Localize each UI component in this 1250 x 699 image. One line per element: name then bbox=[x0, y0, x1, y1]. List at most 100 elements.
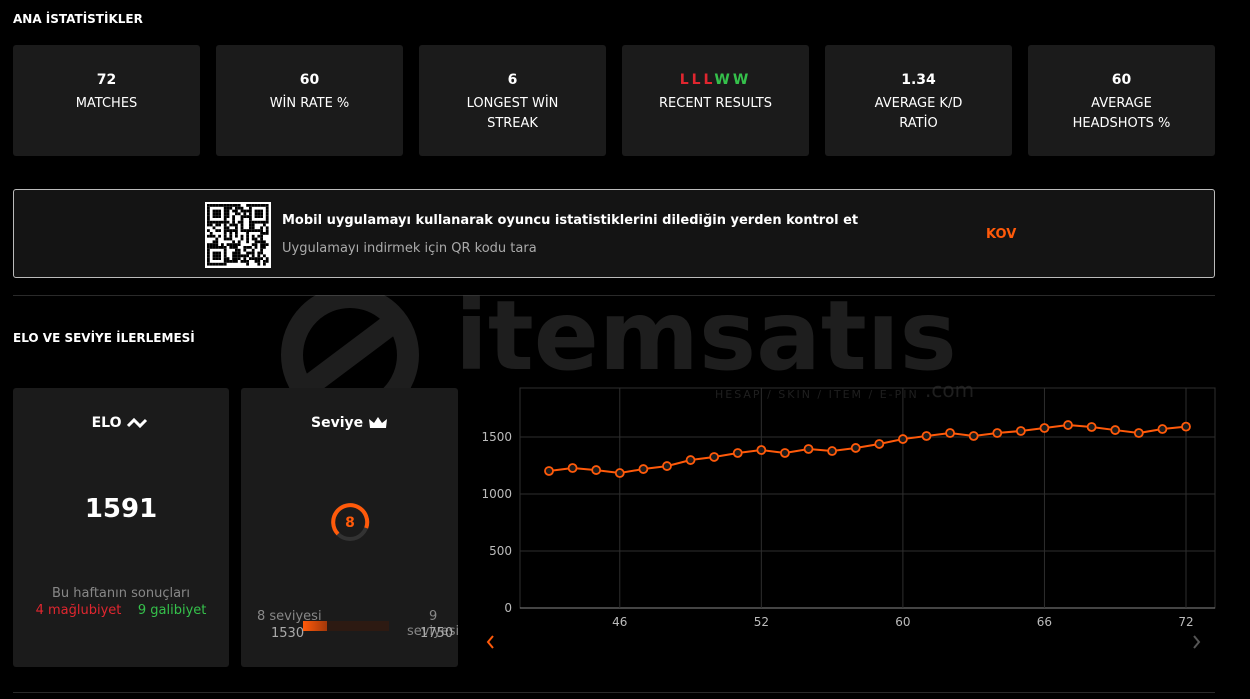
next-arrow[interactable] bbox=[1193, 635, 1201, 649]
qr-cell bbox=[249, 223, 252, 227]
qr-cell bbox=[265, 229, 269, 232]
y-tick-label: 1000 bbox=[481, 487, 512, 501]
qr-cell bbox=[226, 229, 230, 232]
qr-cell bbox=[226, 215, 230, 218]
qr-cell bbox=[223, 262, 227, 266]
qr-cell bbox=[215, 220, 219, 224]
qr-cell bbox=[215, 229, 219, 232]
qr-cell bbox=[257, 204, 261, 207]
prev-arrow[interactable] bbox=[486, 635, 494, 649]
qr-cell bbox=[257, 220, 261, 224]
stat-label: RECENT RESULTS bbox=[659, 96, 772, 111]
qr-cell bbox=[243, 209, 247, 213]
qr-cell bbox=[232, 229, 235, 232]
qr-cell bbox=[215, 237, 219, 241]
qr-cell bbox=[235, 234, 238, 238]
qr-cell bbox=[240, 206, 244, 210]
qr-cell bbox=[263, 232, 266, 235]
qr-cell bbox=[207, 212, 210, 216]
qr-cell bbox=[240, 260, 244, 263]
stat-card: 60 AVERAGE HEADSHOTS % bbox=[1028, 45, 1215, 156]
qr-cell bbox=[212, 262, 216, 266]
qr-cell bbox=[229, 229, 233, 232]
qr-cell bbox=[246, 232, 249, 235]
elo-point bbox=[1157, 424, 1168, 434]
banner-button[interactable]: KOV bbox=[986, 227, 1017, 242]
qr-cell bbox=[246, 234, 249, 238]
qr-cell bbox=[232, 220, 235, 224]
qr-cell bbox=[215, 257, 219, 260]
elo-point bbox=[803, 444, 814, 454]
qr-cell bbox=[207, 206, 210, 210]
qr-cell bbox=[215, 243, 219, 246]
x-tick-label: 60 bbox=[895, 615, 910, 629]
qr-cell bbox=[226, 226, 230, 230]
qr-cell bbox=[226, 260, 230, 263]
qr-cell bbox=[209, 204, 213, 207]
qr-cell bbox=[251, 248, 255, 252]
stat-label: MATCHES bbox=[75, 96, 138, 111]
wins: 9 galibiyet bbox=[137, 603, 207, 618]
qr-cell bbox=[243, 254, 247, 258]
qr-cell bbox=[265, 226, 269, 230]
qr-cell bbox=[257, 229, 261, 232]
elo-point bbox=[1110, 425, 1121, 435]
qr-cell bbox=[215, 223, 219, 227]
qr-cell bbox=[249, 212, 252, 216]
qr-cell bbox=[260, 229, 263, 232]
qr-cell bbox=[249, 226, 252, 230]
qr-cell bbox=[215, 251, 219, 255]
result: W bbox=[714, 72, 733, 88]
qr-cell bbox=[249, 220, 252, 224]
qr-cell bbox=[257, 212, 261, 216]
qr-cell bbox=[218, 262, 221, 266]
qr-cell bbox=[226, 220, 230, 224]
qr-cell bbox=[260, 251, 263, 255]
elo-point bbox=[897, 434, 908, 444]
qr-cell bbox=[229, 237, 233, 241]
qr-cell bbox=[251, 204, 255, 207]
qr-cell bbox=[221, 204, 224, 207]
qr-cell bbox=[221, 262, 224, 266]
elo-point bbox=[709, 452, 720, 462]
qr-cell bbox=[232, 215, 235, 218]
qr-cell bbox=[215, 240, 219, 244]
qr-cell bbox=[254, 204, 258, 207]
qr-cell bbox=[254, 240, 258, 244]
qr-cell bbox=[237, 254, 241, 258]
qr-cell bbox=[226, 257, 230, 260]
qr-cell bbox=[207, 243, 210, 246]
qr-cell bbox=[229, 206, 233, 210]
qr-cell bbox=[229, 223, 233, 227]
qr-cell bbox=[223, 226, 227, 230]
qr-cell bbox=[249, 218, 252, 221]
qr-cell bbox=[257, 240, 261, 244]
elo-point bbox=[827, 446, 838, 456]
qr-cell bbox=[249, 246, 252, 249]
qr-cell bbox=[246, 237, 249, 241]
qr-cell bbox=[254, 260, 258, 263]
qr-cell bbox=[223, 212, 227, 216]
qr-cell bbox=[229, 234, 233, 238]
plot-frame bbox=[519, 387, 1216, 609]
elo-point bbox=[780, 448, 790, 458]
qr-cell bbox=[212, 226, 216, 230]
stat-card: 6 LONGEST WİN STREAK bbox=[419, 45, 606, 156]
qr-cell bbox=[257, 260, 261, 263]
qr-cell bbox=[232, 209, 235, 213]
to-elo: 1750 bbox=[420, 626, 454, 641]
qr-cell bbox=[223, 234, 227, 238]
qr-cell bbox=[243, 212, 247, 216]
qr-cell bbox=[265, 215, 269, 218]
y-tick-label: 0 bbox=[504, 601, 512, 615]
qr-cell bbox=[254, 243, 258, 246]
qr-cell bbox=[265, 218, 269, 221]
qr-cell bbox=[243, 229, 247, 232]
qr-cell bbox=[260, 232, 263, 235]
elo-point bbox=[1063, 420, 1073, 430]
qr-cell bbox=[246, 260, 249, 263]
level-card: Seviye 8 8 seviyesi 1530 9 seviyesi 1750 bbox=[241, 388, 459, 667]
qr-cell bbox=[218, 215, 221, 218]
qr-cell bbox=[232, 251, 235, 255]
watermark-brand: itemsatıs bbox=[455, 280, 957, 392]
